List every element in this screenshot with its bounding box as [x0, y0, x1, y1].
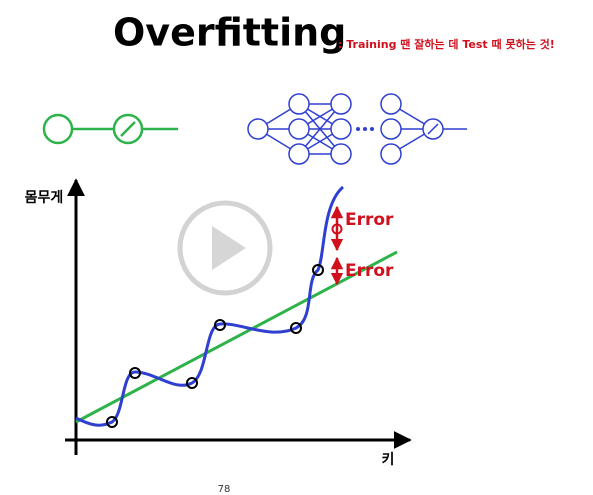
neuron: [288, 93, 310, 115]
play-button[interactable]: [177, 200, 273, 296]
complex-model: [247, 93, 467, 165]
neuron: [380, 93, 402, 115]
neuron: [380, 143, 402, 165]
neuron: [288, 143, 310, 165]
y-label: 몸무게: [25, 190, 64, 206]
neuron: [363, 127, 367, 131]
page-number: 78: [218, 484, 231, 495]
error-label: Error: [345, 210, 394, 230]
subtitle: : Training 땐 잘하는 데 Test 때 못하는 것!: [338, 37, 555, 51]
simple-model: [42, 113, 178, 145]
overfit-curve: [75, 185, 345, 427]
fit-line: [75, 250, 398, 424]
neuron: [247, 118, 269, 140]
connection: [427, 123, 439, 135]
connection: [298, 103, 342, 155]
neuron: [356, 127, 360, 131]
x-label: 키: [382, 452, 395, 468]
neuron: [330, 118, 352, 140]
neuron: [330, 93, 352, 115]
title: Overfitting: [113, 11, 346, 55]
neuron: [380, 118, 402, 140]
error-label: Error: [345, 261, 394, 281]
neuron: [370, 127, 374, 131]
neuron: [330, 143, 352, 165]
neuron: [288, 118, 310, 140]
data-points: [106, 264, 324, 428]
